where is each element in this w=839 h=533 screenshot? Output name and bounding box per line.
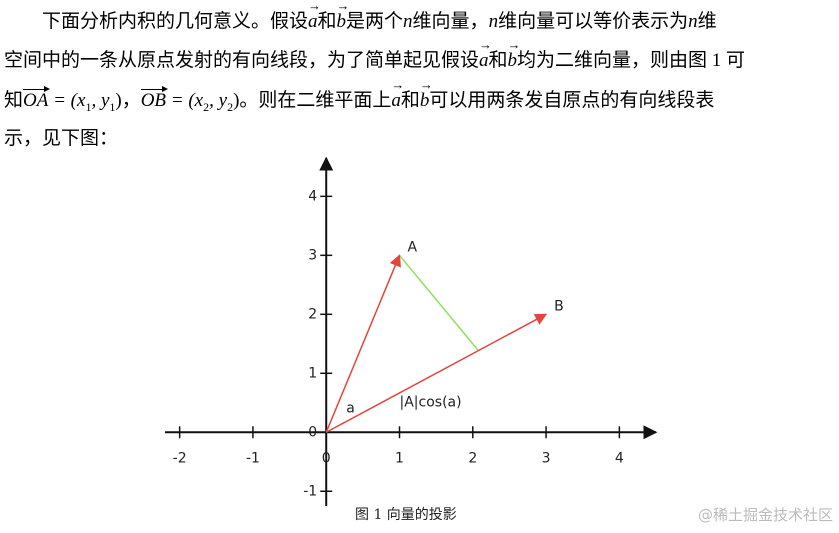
text: 和 — [317, 11, 337, 32]
vector-label: A — [408, 239, 418, 255]
math: 1 — [109, 99, 116, 114]
projection-line — [398, 254, 480, 352]
vector — [325, 254, 401, 433]
y-tick-label: 1 — [308, 365, 317, 381]
x-tick-label: -2 — [173, 450, 187, 466]
vector: OA — [23, 86, 51, 111]
x-tick-label: -1 — [246, 450, 260, 466]
x-tick-label: 3 — [542, 450, 551, 466]
text: 维 — [697, 11, 717, 32]
vector: b — [508, 30, 520, 76]
line: 知OA = (x1, y1)，OB = (x2, y2)。则在二维平面上a和b可… — [4, 70, 715, 116]
math: 2 — [227, 99, 234, 114]
caption: 图 1 向量的投影 — [355, 507, 457, 523]
vector: b — [420, 70, 432, 116]
math: n — [403, 11, 413, 32]
y-tick-label: -1 — [303, 483, 317, 499]
text: 可以用两条发自原点的有向线段表 — [429, 90, 715, 111]
math: , y — [209, 90, 228, 111]
vector-label: B — [554, 298, 564, 314]
x-tick-label: 0 — [322, 450, 331, 466]
line: 空间中的一条从原点发射的有向线段，为了简单起见假设a和b均为二维向量，则由图 1… — [4, 30, 746, 76]
line: 示，见下图： — [4, 124, 118, 154]
text: 知 — [4, 90, 24, 111]
vector: OB — [140, 86, 169, 111]
text: 空间中的一条从原点发射的有向线段，为了简单起见假设 — [4, 50, 480, 71]
figure: 图 1 向量的投影 -2 -1 0 1 2 3 4 -1 0 1 2 3 4 A Ba |A|cos(a) — [165, 156, 658, 523]
text: 和 — [488, 50, 508, 71]
vector: b — [337, 0, 349, 37]
line: 下面分析内积的几何意义。假设a和b是两个n维向量，n维向量可以等价表示为n维 — [42, 0, 717, 37]
x-tick-label: 4 — [615, 450, 624, 466]
y-tick-label: 2 — [308, 306, 317, 322]
math: n — [488, 11, 499, 32]
text: 均为二维向量，则由图 1 可 — [517, 50, 746, 71]
math: 2 — [203, 99, 210, 114]
text: 维向量， — [412, 11, 489, 32]
vector — [325, 313, 548, 433]
y-tick-label: 0 — [308, 424, 317, 440]
text: )， — [115, 90, 141, 111]
text: )。则在二维平面上 — [233, 90, 392, 111]
y-tick-label: 3 — [308, 247, 317, 263]
math: , y — [91, 90, 110, 111]
vector: a — [479, 30, 491, 76]
math: n — [688, 11, 698, 32]
vector: a — [308, 0, 320, 37]
math: = (x — [166, 90, 204, 111]
watermark: @稀土掘金技术社区 — [697, 506, 833, 524]
x-tick-label: 1 — [395, 450, 404, 466]
math: 1 — [85, 99, 92, 114]
vector: a — [391, 70, 403, 116]
angle-label: a — [346, 400, 355, 416]
text: 是两个 — [346, 11, 404, 32]
text: 示，见下图： — [4, 128, 119, 149]
text: 和 — [400, 90, 420, 111]
y-tick-label: 4 — [308, 188, 317, 204]
projection-label: |A|cos(a) — [400, 394, 462, 410]
text: 维向量可以等价表示为 — [498, 11, 689, 32]
math: = (x — [48, 90, 86, 111]
x-tick-label: 2 — [468, 450, 477, 466]
text: 下面分析内积的几何意义。假设 — [42, 11, 309, 32]
